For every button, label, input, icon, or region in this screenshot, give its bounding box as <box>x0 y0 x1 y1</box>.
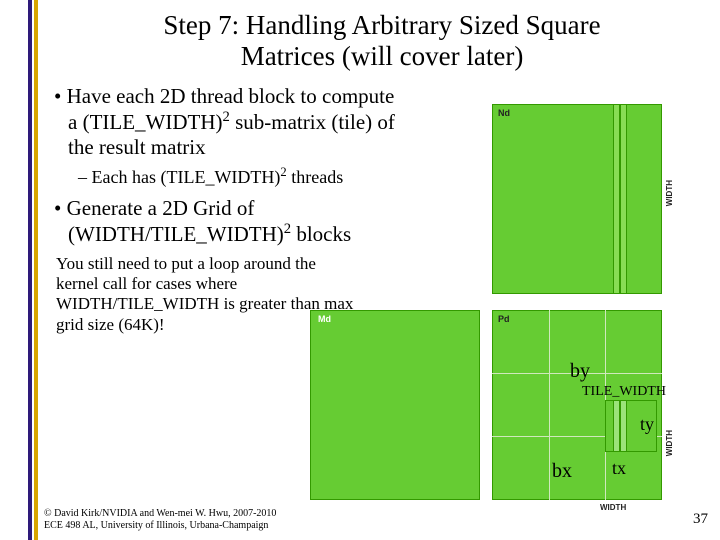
bullet-2: Generate a 2D Grid of (WIDTH/TILE_WIDTH)… <box>68 196 488 247</box>
bullet-1-b: a (TILE_WIDTH) <box>68 110 223 134</box>
bullet-1-sup: 2 <box>223 109 230 125</box>
accent-gold <box>34 0 38 540</box>
bullet-2-b: (WIDTH/TILE_WIDTH) <box>68 222 284 246</box>
bullet-2-sup: 2 <box>284 221 291 237</box>
title-line-2: Matrices (will cover later) <box>241 41 524 71</box>
bullet-1-a: Have each 2D thread block to compute <box>67 84 395 108</box>
slide-title: Step 7: Handling Arbitrary Sized Square … <box>44 0 720 80</box>
slide-content: Step 7: Handling Arbitrary Sized Square … <box>44 0 720 540</box>
bullet-2-c: blocks <box>291 222 351 246</box>
page-number: 37 <box>693 511 708 528</box>
footer: © David Kirk/NVIDIA and Wen-mei W. Hwu, … <box>44 508 444 532</box>
bullet-2-a: Generate a 2D Grid of <box>67 196 255 220</box>
sub-1-b: threads <box>287 167 343 187</box>
sub-bullet-1: Each has (TILE_WIDTH)2 threads <box>92 165 720 189</box>
note-text: You still need to put a loop around the … <box>56 254 356 336</box>
footer-line-1: © David Kirk/NVIDIA and Wen-mei W. Hwu, … <box>44 508 276 519</box>
accent-bar <box>28 0 38 540</box>
sub-1-a: Each has (TILE_WIDTH) <box>92 167 281 187</box>
bullet-1-c: sub-matrix (tile) of <box>230 110 395 134</box>
bullet-1-d: the result matrix <box>68 135 206 159</box>
title-line-1: Step 7: Handling Arbitrary Sized Square <box>163 10 600 40</box>
footer-line-2: ECE 498 AL, University of Illinois, Urba… <box>44 520 268 531</box>
bullet-1: Have each 2D thread block to compute a (… <box>68 84 488 161</box>
body: Have each 2D thread block to compute a (… <box>44 84 720 335</box>
